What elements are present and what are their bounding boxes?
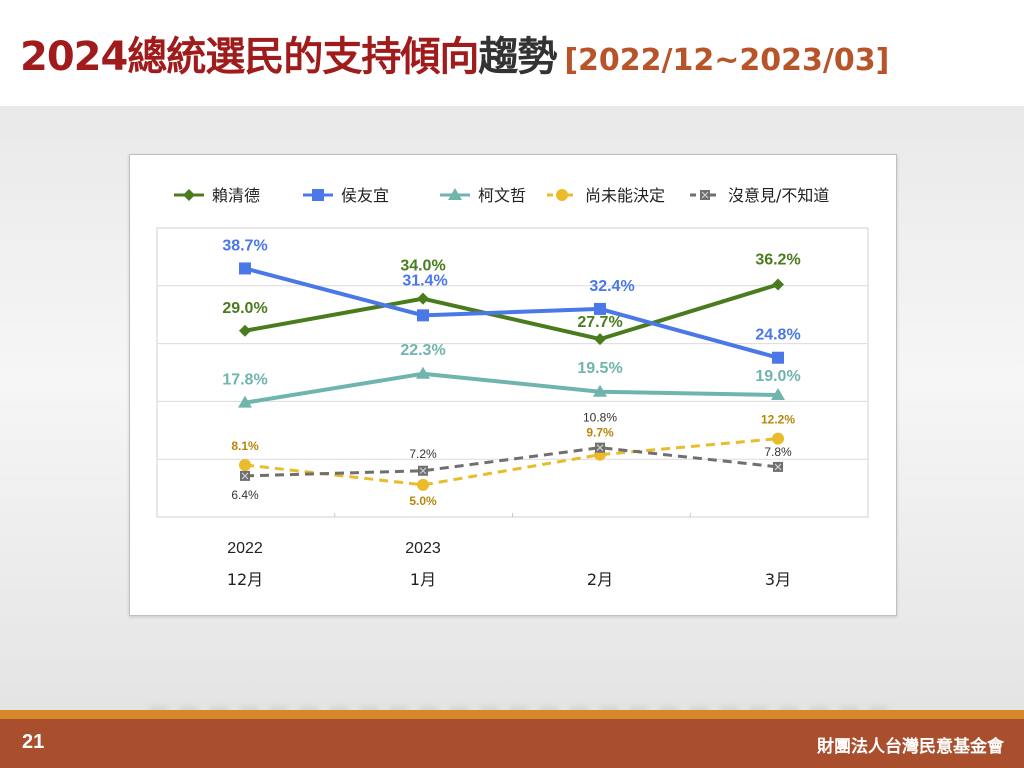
data-label: 6.4% — [231, 488, 259, 502]
series-line — [244, 266, 779, 360]
data-label: 32.4% — [589, 278, 634, 295]
data-point-cross — [419, 467, 427, 475]
data-point — [594, 302, 606, 315]
support-trend-chart: 12月 2022 1月 2023 2月 3月 賴清德 侯友宜 柯文哲 尚未能決定 沒意見/不知道 29… — [156, 186, 869, 589]
legend-label: 侯友宜 — [341, 186, 389, 205]
x-tick-label: 1月 — [410, 570, 436, 589]
x-tick-label: 3月 — [765, 570, 791, 589]
data-label: 12.2% — [761, 413, 795, 427]
title-bar: 2024總統選民的支持傾向趨勢 [2022/12~2023/03] — [0, 0, 1024, 106]
data-label: 7.2% — [409, 447, 437, 461]
data-label: 19.5% — [577, 360, 622, 377]
data-label: 17.8% — [222, 372, 267, 389]
chart-panel: 12月 2022 1月 2023 2月 3月 賴清德 侯友宜 柯文哲 尚未能決定 沒意見/不知道 29… — [129, 154, 897, 616]
data-point — [239, 458, 251, 471]
data-point — [593, 384, 607, 397]
x-tick-label: 2月 — [587, 570, 613, 589]
footer-accent-stripe — [0, 710, 1024, 719]
title-dark: 趨勢 — [478, 34, 557, 80]
legend-marker — [183, 189, 195, 201]
x-year-label: 2022 — [227, 540, 263, 557]
series-line — [244, 437, 779, 487]
page-title: 2024總統選民的支持傾向趨勢 [2022/12~2023/03] — [20, 24, 889, 82]
data-label: 8.1% — [231, 439, 259, 453]
data-point — [239, 262, 251, 275]
footer-bar: 21 財團法人台灣民意基金會 — [0, 719, 1024, 768]
data-label: 24.8% — [755, 327, 800, 344]
legend-label: 柯文哲 — [478, 186, 526, 205]
data-label: 38.7% — [222, 237, 267, 254]
data-point — [417, 478, 429, 491]
data-label: 19.0% — [755, 368, 800, 385]
data-label: 22.3% — [400, 342, 445, 359]
data-point — [239, 324, 251, 337]
data-point-cross — [596, 444, 604, 452]
page-number: 21 — [22, 731, 45, 753]
data-label: 7.8% — [764, 445, 792, 459]
data-label: 36.2% — [755, 252, 800, 269]
data-point — [772, 432, 784, 445]
legend-marker — [448, 188, 462, 200]
x-year-label: 2023 — [405, 540, 441, 557]
data-point — [594, 333, 606, 346]
data-label: 31.4% — [402, 272, 447, 289]
data-point — [772, 351, 784, 364]
data-point-cross — [241, 472, 249, 480]
data-point — [238, 395, 252, 408]
data-label: 9.7% — [586, 426, 614, 440]
data-label: 29.0% — [222, 300, 267, 317]
data-label: 5.0% — [409, 494, 437, 508]
legend-marker-cross — [701, 191, 709, 199]
legend-marker — [312, 189, 324, 201]
title-date-range: [2022/12~2023/03] — [564, 43, 890, 78]
data-point — [416, 366, 430, 379]
data-point — [771, 387, 785, 400]
data-label: 34.0% — [400, 258, 445, 275]
data-label: 27.7% — [577, 314, 622, 331]
data-point — [417, 292, 429, 305]
series-line — [244, 371, 779, 405]
title-main: 2024總統選民的支持傾向 — [20, 34, 479, 80]
organization-name: 財團法人台灣民意基金會 — [817, 737, 1004, 757]
legend-marker — [556, 189, 568, 201]
series-line — [244, 446, 779, 478]
legend-label: 賴清德 — [212, 186, 260, 205]
legend-label: 沒意見/不知道 — [728, 186, 829, 205]
data-label: 10.8% — [583, 411, 617, 425]
data-point — [772, 278, 784, 291]
series-line — [244, 282, 779, 342]
legend-label: 尚未能決定 — [585, 186, 665, 205]
x-tick-label: 12月 — [227, 570, 263, 589]
data-point — [417, 309, 429, 322]
data-point-cross — [774, 463, 782, 471]
